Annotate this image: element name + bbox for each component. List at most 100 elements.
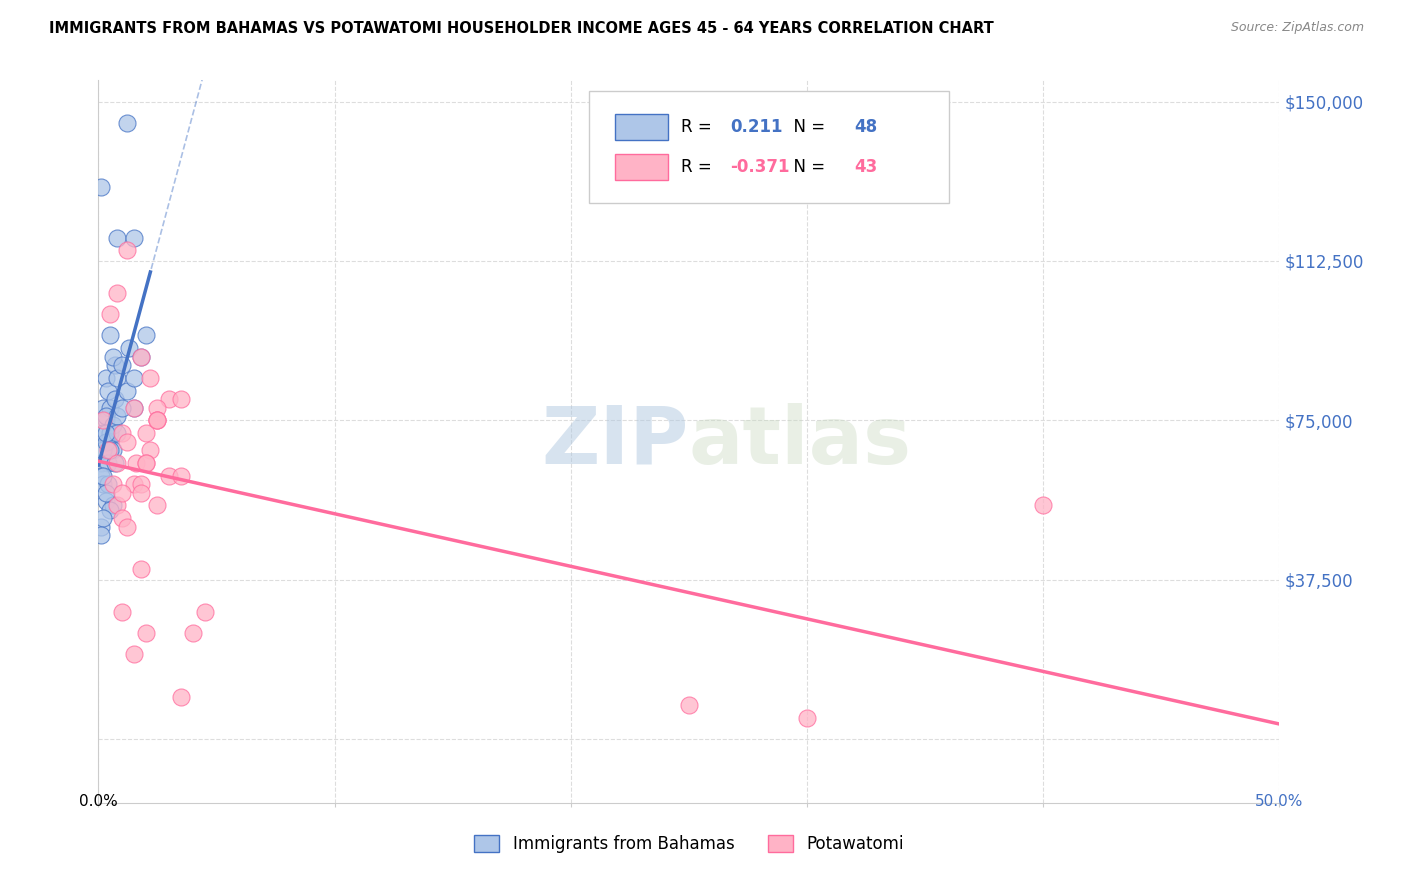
Point	[157, 392, 180, 406]
Point	[97, 477, 120, 491]
FancyBboxPatch shape	[614, 154, 668, 180]
Text: Source: ZipAtlas.com: Source: ZipAtlas.com	[1230, 21, 1364, 34]
Point	[98, 502, 121, 516]
Point	[105, 425, 128, 440]
Point	[129, 562, 152, 576]
Point	[94, 371, 117, 385]
Point	[129, 350, 152, 364]
Point	[104, 358, 127, 372]
Text: 43: 43	[855, 158, 877, 176]
Point	[125, 456, 148, 470]
Point	[90, 519, 112, 533]
Point	[101, 350, 124, 364]
Point	[122, 647, 145, 661]
Text: 50.0%: 50.0%	[1256, 794, 1303, 809]
Point	[104, 392, 127, 406]
FancyBboxPatch shape	[589, 91, 949, 203]
Point	[90, 456, 112, 470]
Point	[122, 371, 145, 385]
Point	[122, 230, 145, 244]
Point	[115, 244, 138, 258]
Point	[146, 498, 169, 512]
Point	[122, 477, 145, 491]
Text: R =: R =	[681, 119, 717, 136]
Point	[129, 477, 152, 491]
Point	[98, 425, 121, 440]
Text: ZIP: ZIP	[541, 402, 689, 481]
Point	[129, 350, 152, 364]
Point	[105, 371, 128, 385]
Point	[111, 511, 134, 525]
Point	[98, 443, 121, 458]
Point	[94, 425, 117, 440]
Point	[115, 384, 138, 398]
Point	[98, 328, 121, 343]
Point	[118, 341, 141, 355]
Point	[146, 413, 169, 427]
Point	[97, 443, 120, 458]
Point	[111, 401, 134, 415]
Text: -0.371: -0.371	[730, 158, 790, 176]
Point	[111, 605, 134, 619]
Point	[181, 625, 204, 640]
Point	[122, 401, 145, 415]
Point	[105, 456, 128, 470]
Point	[796, 711, 818, 725]
Point	[101, 417, 124, 432]
Point	[90, 468, 112, 483]
Point	[105, 230, 128, 244]
Point	[98, 307, 121, 321]
Point	[101, 498, 124, 512]
Point	[91, 511, 114, 525]
Point	[135, 456, 157, 470]
Point	[91, 443, 114, 458]
Point	[115, 116, 138, 130]
Point	[146, 413, 169, 427]
Point	[105, 498, 128, 512]
Point	[105, 285, 128, 300]
Point	[101, 477, 124, 491]
Point	[101, 443, 124, 458]
Point	[94, 413, 117, 427]
Text: 0.211: 0.211	[730, 119, 783, 136]
Text: IMMIGRANTS FROM BAHAMAS VS POTAWATOMI HOUSEHOLDER INCOME AGES 45 - 64 YEARS CORR: IMMIGRANTS FROM BAHAMAS VS POTAWATOMI HO…	[49, 21, 994, 36]
Legend: Immigrants from Bahamas, Potawatomi: Immigrants from Bahamas, Potawatomi	[468, 828, 910, 860]
Point	[94, 494, 117, 508]
Point	[157, 468, 180, 483]
Point	[135, 456, 157, 470]
FancyBboxPatch shape	[614, 114, 668, 140]
Point	[91, 425, 114, 440]
Point	[111, 485, 134, 500]
Text: 48: 48	[855, 119, 877, 136]
Text: R =: R =	[681, 158, 717, 176]
Point	[170, 392, 193, 406]
Point	[111, 358, 134, 372]
Point	[146, 413, 169, 427]
Point	[97, 434, 120, 449]
Point	[94, 434, 117, 449]
Point	[122, 401, 145, 415]
Point	[90, 179, 112, 194]
Point	[98, 401, 121, 415]
Text: N =: N =	[783, 158, 831, 176]
Point	[91, 413, 114, 427]
Point	[97, 456, 120, 470]
Point	[194, 605, 217, 619]
Point	[139, 371, 162, 385]
Point	[170, 690, 193, 704]
Text: atlas: atlas	[689, 402, 912, 481]
Point	[91, 468, 114, 483]
Point	[135, 328, 157, 343]
Point	[104, 456, 127, 470]
Point	[135, 625, 157, 640]
Point	[94, 409, 117, 423]
Point	[94, 485, 117, 500]
Text: N =: N =	[783, 119, 831, 136]
Point	[115, 434, 138, 449]
Point	[1032, 498, 1054, 512]
Point	[129, 485, 152, 500]
Point	[139, 443, 162, 458]
Point	[135, 425, 157, 440]
Point	[91, 401, 114, 415]
Point	[97, 384, 120, 398]
